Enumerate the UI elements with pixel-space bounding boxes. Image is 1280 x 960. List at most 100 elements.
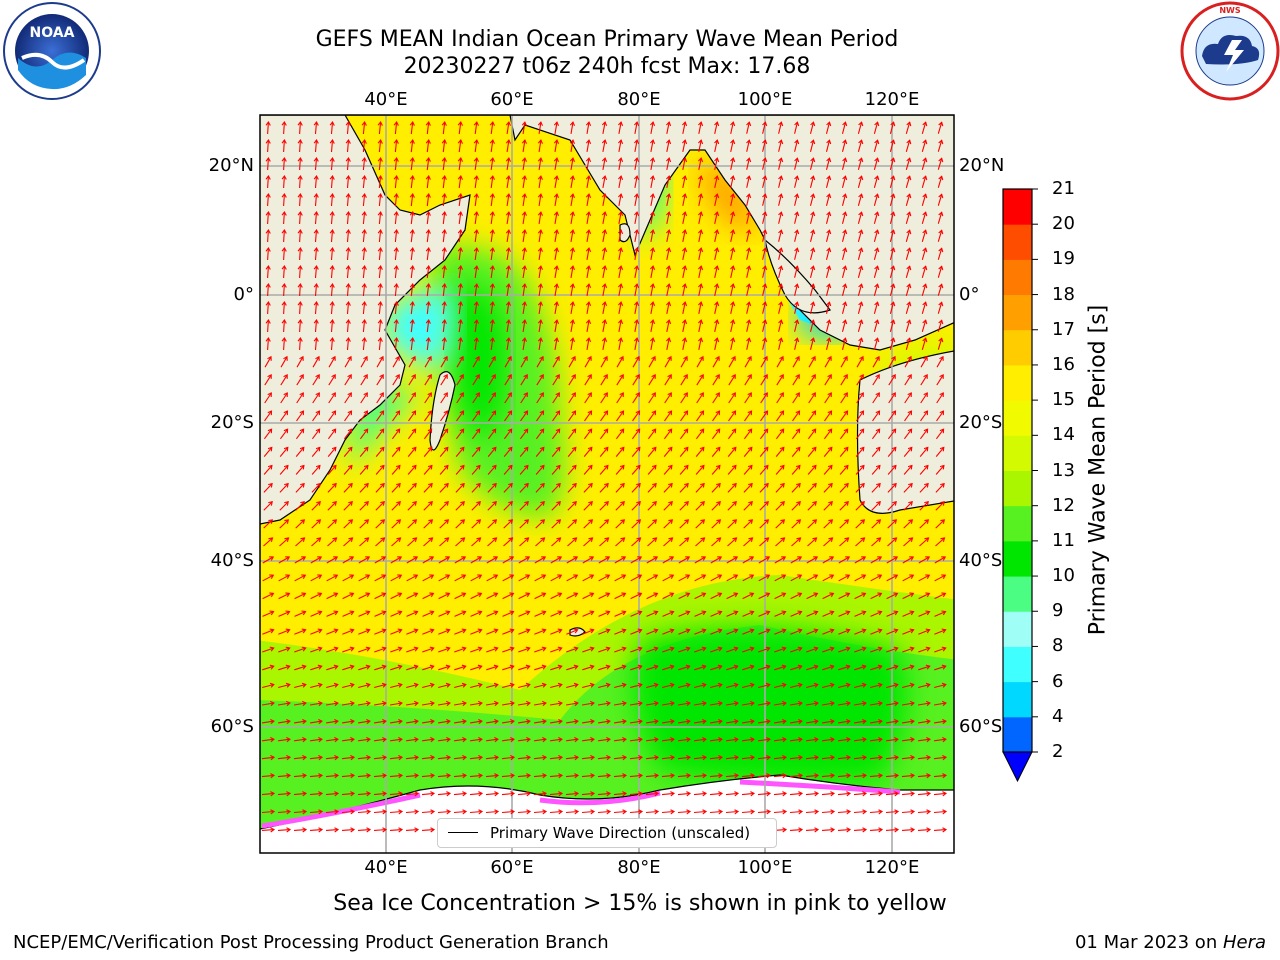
wave-arrow-head (766, 773, 772, 779)
wave-arrow (453, 792, 467, 796)
wave-arrow (937, 230, 943, 242)
wave-arrow (921, 230, 927, 242)
wave-arrow-head (730, 337, 736, 343)
wave-arrow (791, 428, 801, 440)
wave-arrow (410, 265, 414, 279)
wave-arrow-head (842, 193, 848, 199)
wave-arrow (458, 283, 462, 297)
wave-arrow-head (875, 428, 881, 434)
wave-arrow-head (393, 264, 399, 270)
wave-arrow-head (316, 482, 321, 488)
nws-logo: NWS (1180, 1, 1280, 101)
wave-arrow-head (462, 718, 467, 725)
wave-arrow (327, 519, 337, 529)
wave-arrow-head (349, 682, 355, 688)
wave-arrow-head (827, 374, 832, 379)
wave-arrow (629, 756, 643, 760)
wave-arrow-head (846, 809, 852, 815)
wave-arrow (458, 139, 462, 153)
wave-arrow-head (441, 174, 447, 180)
wave-arrow (520, 392, 528, 404)
wave-arrow (791, 483, 801, 493)
wave-arrow-head (317, 682, 323, 688)
wave-arrow-head (826, 265, 832, 271)
wave-arrow-head (350, 809, 356, 815)
wave-arrow (294, 720, 306, 724)
wave-arrow (710, 574, 722, 582)
wave-arrow-head (938, 211, 944, 217)
wave-arrow-head (714, 229, 720, 235)
wave-arrow (277, 792, 291, 796)
wave-arrow (518, 611, 530, 617)
wave-arrow-head (606, 773, 612, 779)
wave-arrow-head (573, 592, 579, 598)
wave-arrow (552, 356, 560, 368)
wave-arrow (646, 647, 658, 653)
wave-arrow (694, 611, 706, 617)
wave-arrow-head (635, 355, 640, 361)
wave-arrow-head (380, 482, 385, 488)
wave-arrow (280, 374, 288, 386)
wave-arrow-head (526, 791, 532, 797)
wave-arrow-head (748, 537, 754, 542)
wave-arrow-head (333, 592, 339, 598)
wave-arrow-head (685, 574, 691, 579)
wave-arrow (360, 410, 368, 422)
wave-arrow-head (941, 592, 947, 598)
wave-arrow (920, 392, 928, 404)
wave-arrow (889, 248, 895, 260)
wave-arrow (758, 574, 770, 582)
wave-arrow-head (366, 791, 372, 797)
wave-arrow-head (813, 628, 819, 634)
wave-arrow (678, 556, 690, 564)
wave-arrow-head (746, 229, 752, 235)
wave-arrow-head (363, 428, 369, 434)
wave-arrow (682, 247, 686, 261)
wave-arrow (522, 140, 526, 152)
wave-arrow (299, 193, 301, 207)
wave-arrow (821, 829, 835, 831)
wave-arrow-head (604, 482, 609, 488)
wave-arrow-head (430, 809, 436, 815)
wave-direction-arrows (261, 120, 948, 833)
wave-arrow (666, 121, 670, 135)
wave-arrow-head (730, 121, 736, 127)
wave-arrow-head (267, 428, 273, 434)
wave-arrow-head (427, 428, 433, 434)
wave-arrow-head (813, 574, 819, 579)
wave-arrow (872, 356, 880, 368)
wave-arrow-head (558, 809, 564, 815)
wave-arrow-head (345, 228, 351, 234)
wave-arrow-head (395, 428, 401, 434)
wave-arrow-head (571, 464, 577, 470)
wave-arrow (760, 410, 768, 422)
wave-arrow-head (922, 211, 928, 217)
wave-arrow (470, 702, 482, 706)
wave-arrow-head (601, 175, 608, 181)
wave-arrow (358, 556, 370, 564)
wave-arrow (714, 283, 718, 297)
wave-arrow (710, 556, 722, 564)
wave-arrow-head (348, 519, 354, 524)
wave-arrow-head (733, 664, 739, 670)
wave-arrow (678, 720, 690, 724)
wave-arrow-head (828, 500, 833, 506)
wave-arrow (650, 121, 654, 135)
wave-arrow (917, 829, 931, 831)
wave-arrow (886, 574, 898, 582)
wave-arrow-head (505, 157, 512, 162)
wave-arrow-head (782, 755, 788, 761)
wave-arrow-head (942, 791, 948, 797)
wave-arrow-head (537, 337, 544, 342)
wave-arrow-head (701, 664, 707, 670)
wave-arrow (726, 592, 738, 600)
wave-arrow (376, 374, 384, 386)
wave-arrow (502, 592, 514, 600)
wave-arrow (855, 428, 865, 440)
wave-arrow (410, 211, 414, 225)
wave-arrow (629, 774, 643, 778)
wave-arrow-head (940, 482, 945, 488)
wave-arrow (583, 501, 593, 511)
wave-arrow-head (890, 175, 896, 181)
wave-arrow-head (510, 809, 516, 815)
